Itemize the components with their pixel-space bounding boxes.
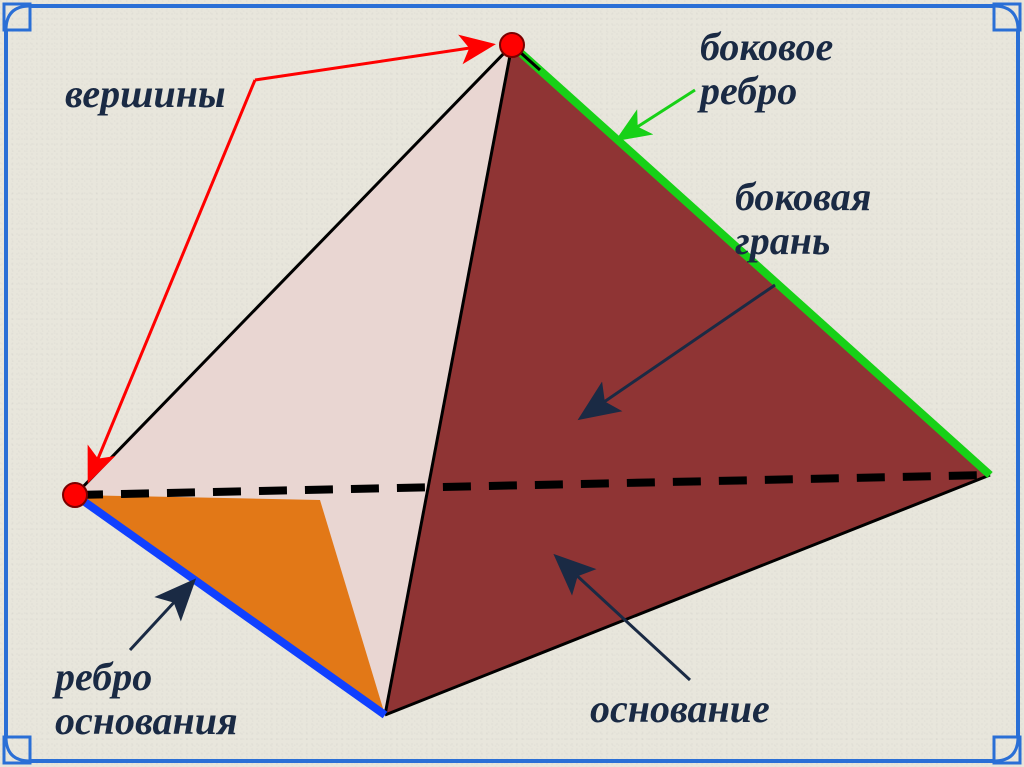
vertex-apex — [500, 33, 524, 57]
label-vertices: вершины — [65, 70, 226, 117]
vertex-base-left — [63, 483, 87, 507]
arrow-base-edge — [130, 585, 190, 650]
diagram-canvas: вершины боковое ребро боковая грань ребр… — [0, 0, 1024, 767]
arrow-vertices-apex — [255, 45, 490, 80]
arrow-lateral-edge — [620, 90, 695, 138]
label-lateral-edge: боковое ребро — [700, 25, 833, 113]
label-lateral-face: боковая грань — [735, 175, 871, 263]
label-base: основание — [590, 685, 770, 732]
label-base-edge: ребро основания — [55, 655, 238, 743]
